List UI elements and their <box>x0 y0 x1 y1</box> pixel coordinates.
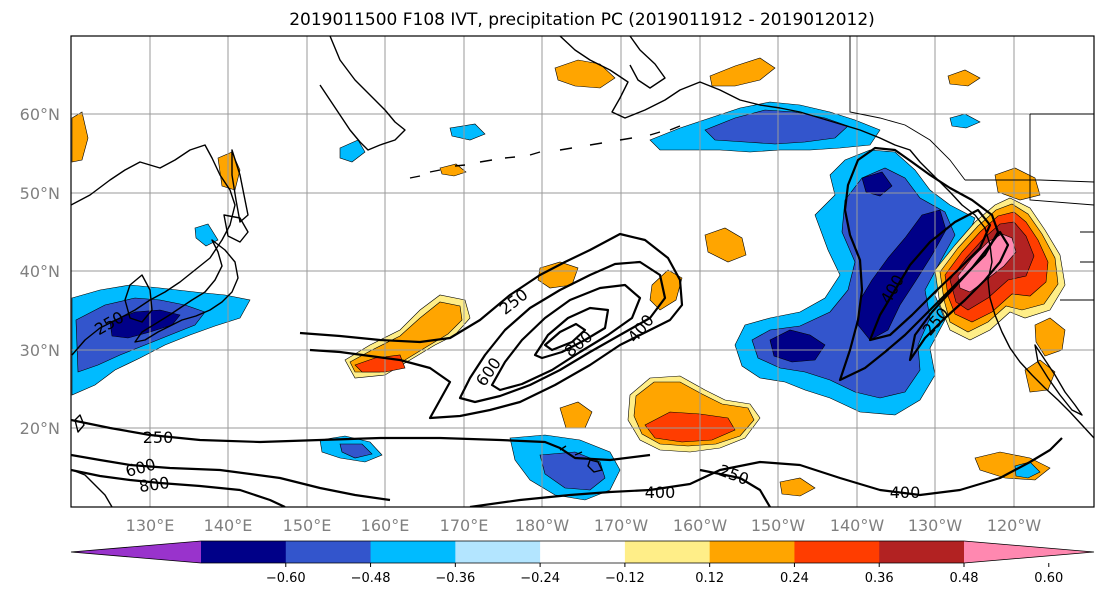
contour-label: 250 <box>143 428 174 447</box>
lon-label: 170°E <box>440 516 489 535</box>
lon-label: 150°E <box>283 516 332 535</box>
map-frame <box>70 35 1095 508</box>
ivt-contour-800 <box>71 468 286 507</box>
precip-region <box>861 171 893 197</box>
colorbar: −0.60 −0.48 −0.36 −0.24 −0.12 0.12 0.24 0.36 0.4… <box>70 540 1095 586</box>
colorbar-tick-label: 0.24 <box>780 571 809 586</box>
colorbar-tick-label: −0.24 <box>520 571 560 586</box>
contour-label: 400 <box>890 483 921 502</box>
precip-region <box>71 111 89 163</box>
lon-label: 130°W <box>908 516 963 535</box>
lon-label: 140°E <box>204 516 253 535</box>
ivt-contour-250 <box>838 146 1000 382</box>
precip-region <box>339 443 373 459</box>
lat-label: 40°N <box>20 262 60 281</box>
precip-fill-layer <box>71 57 1066 501</box>
lon-label: 120°W <box>987 516 1042 535</box>
precip-region <box>439 163 467 177</box>
colorbar-tick-label: 0.36 <box>865 571 894 586</box>
latitude-labels: 60°N 50°N 40°N 30°N 20°N <box>20 105 60 438</box>
colorbar-tick-label: 0.48 <box>950 571 979 586</box>
longitude-labels: 130°E 140°E 150°E 160°E 170°E 180°W 170°… <box>126 516 1042 535</box>
precip-region <box>559 401 593 429</box>
precip-region <box>644 411 736 443</box>
contour-label: 800 <box>138 473 171 496</box>
ivt-contours <box>71 146 1063 507</box>
ivt-contour-250 <box>299 232 684 420</box>
ivt-contour-800-inner <box>543 322 587 352</box>
ivt-contour-250-inner <box>908 230 1010 362</box>
lat-label: 20°N <box>20 419 60 438</box>
contour-label: 400 <box>645 483 676 502</box>
precip-region <box>994 167 1041 201</box>
lon-label: 170°W <box>594 516 649 535</box>
ivt-contour-400 <box>868 208 992 342</box>
borders <box>849 36 1094 301</box>
lon-label: 160°E <box>361 516 410 535</box>
lat-label: 60°N <box>20 105 60 124</box>
colorbar-extend-low <box>71 541 201 563</box>
lon-label: 160°W <box>673 516 728 535</box>
lon-label: 130°E <box>126 516 175 535</box>
precip-region <box>957 233 1017 293</box>
figure-title: 2019011500 F108 IVT, precipitation PC (2… <box>289 10 875 30</box>
colorbar-swatch <box>879 541 965 563</box>
lon-label: 140°W <box>830 516 885 535</box>
ivt-contour-600 <box>490 283 642 392</box>
ivt-contour-400 <box>458 260 667 404</box>
precip-region <box>339 139 366 163</box>
precip-region <box>554 59 616 89</box>
colorbar-tick-label: 0.60 <box>1034 571 1063 586</box>
precip-region <box>704 227 747 263</box>
colorbar-swatch <box>455 541 541 563</box>
map-content: 250 400 600 800 250 400 250 600 800 400 … <box>71 36 1094 507</box>
lon-label: 180°W <box>515 516 570 535</box>
ivt-contour-800 <box>533 306 610 360</box>
precip-region <box>649 269 683 311</box>
colorbar-tick-label: −0.48 <box>351 571 391 586</box>
graticule <box>71 36 1094 507</box>
colorbar-tick-label: −0.36 <box>435 571 475 586</box>
colorbar-extend-high <box>964 541 1094 563</box>
precip-region <box>704 109 849 145</box>
colorbar-swatch <box>285 541 372 563</box>
precip-region <box>947 69 981 87</box>
colorbar-swatch <box>540 541 626 563</box>
lon-label: 150°W <box>751 516 806 535</box>
ivt-contour-600 <box>71 453 391 502</box>
colorbar-swatch <box>201 541 287 563</box>
ivt-contour-400 <box>469 437 1063 507</box>
precip-region <box>769 329 826 363</box>
colorbar-swatch <box>794 541 880 563</box>
colorbar-swatch <box>624 541 711 563</box>
ivt-contour-250 <box>699 468 771 507</box>
lat-label: 30°N <box>20 341 60 360</box>
precip-region <box>709 57 776 87</box>
colorbar-outline <box>70 540 1095 564</box>
colorbar-tick-label: −0.60 <box>266 571 306 586</box>
coastlines <box>71 36 1094 507</box>
precip-region <box>949 113 981 129</box>
precip-region <box>449 123 486 141</box>
colorbar-swatch <box>370 541 456 563</box>
colorbar-tick-label: −0.12 <box>605 571 645 586</box>
colorbar-tick-label: 0.12 <box>695 571 724 586</box>
precip-region <box>779 477 816 497</box>
lat-label: 50°N <box>20 184 60 203</box>
ivt-contour-250 <box>71 418 651 462</box>
colorbar-swatch <box>709 541 795 563</box>
